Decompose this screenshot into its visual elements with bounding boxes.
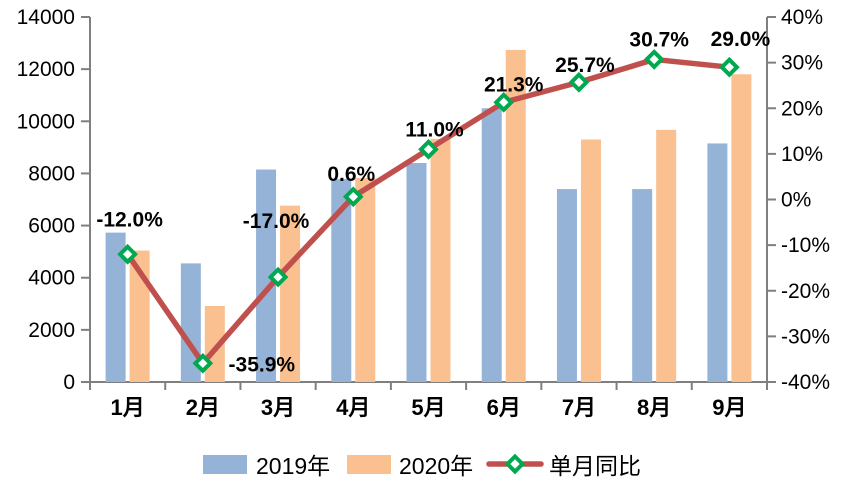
bar-2020年-3月 [280,205,301,382]
left-axis-label: 8000 [28,162,75,185]
x-axis-label: 6月 [487,395,521,420]
x-axis-label: 8月 [637,395,671,420]
right-axis-label: -10% [781,234,830,257]
data-label-6月: 21.3% [484,73,544,96]
bar-2020年-7月 [580,139,601,382]
right-axis-label: -20% [781,280,830,303]
legend-swatch-2020 [347,455,391,474]
yoy-marker-9月 [719,56,740,78]
x-axis-label: 1月 [110,395,144,420]
yoy-marker-3月 [267,266,289,288]
data-label-3月: -17.0% [243,210,310,233]
bar-2019年-7月 [556,189,577,382]
data-label-1月: -12.0% [96,208,163,231]
bar-2019年-8月 [632,189,653,382]
bar-2020年-6月 [505,49,526,382]
right-axis-label: -40% [781,371,830,394]
bar-2020年-4月 [355,177,376,382]
x-axis-label: 4月 [336,395,370,420]
x-axis-label: 7月 [562,395,596,420]
bar-2020年-8月 [656,129,677,382]
data-label-2月: -35.9% [229,353,296,376]
yoy-marker-6月 [493,91,515,113]
bar-2020年-9月 [731,74,752,382]
right-axis-label: 30% [781,52,823,75]
legend-swatch-2019 [203,455,247,474]
yoy-marker-1月 [117,243,138,265]
bar-2019年-9月 [707,143,728,382]
left-axis-label: 0 [63,371,75,394]
yoy-marker-8月 [643,49,665,70]
bar-2019年-6月 [481,108,502,382]
x-axis-label: 2月 [186,395,220,420]
data-label-5月: 11.0% [405,118,464,141]
right-axis-label: 40% [781,6,823,29]
legend-label-2019: 2019年 [256,453,330,479]
left-axis-label: 14000 [17,6,75,29]
yoy-marker-7月 [568,71,590,93]
bar-2019年-3月 [256,169,277,382]
right-axis-label: 0% [781,189,811,212]
legend-label-yoy: 单月同比 [549,453,641,479]
right-axis-label: 20% [781,97,823,120]
legend-label-2020: 2020年 [399,453,473,479]
bar-2019年-4月 [331,179,352,382]
right-axis-label: 10% [781,143,823,166]
x-axis-label: 3月 [261,395,295,420]
left-axis-label: 6000 [28,215,75,238]
data-label-8月: 30.7% [629,28,689,51]
legend-diamond-marker [504,453,526,475]
bar-2020年-5月 [430,138,451,382]
bar-2019年-1月 [105,232,126,382]
data-label-7月: 25.7% [555,54,615,77]
left-axis-label: 10000 [17,110,75,133]
left-axis-label: 4000 [28,267,75,290]
x-axis-label: 9月 [712,395,746,420]
yoy-marker-2月 [192,352,214,374]
data-label-9月: 29.0% [711,28,771,51]
data-label-4月: 0.6% [327,163,375,186]
left-axis-label: 12000 [17,58,75,81]
yoy-marker-4月 [342,186,364,208]
x-axis-label: 5月 [411,395,445,420]
left-axis-label: 2000 [28,319,75,342]
right-axis-label: -30% [781,325,830,348]
bar-2019年-5月 [406,163,427,382]
yoy-marker-5月 [418,138,439,160]
